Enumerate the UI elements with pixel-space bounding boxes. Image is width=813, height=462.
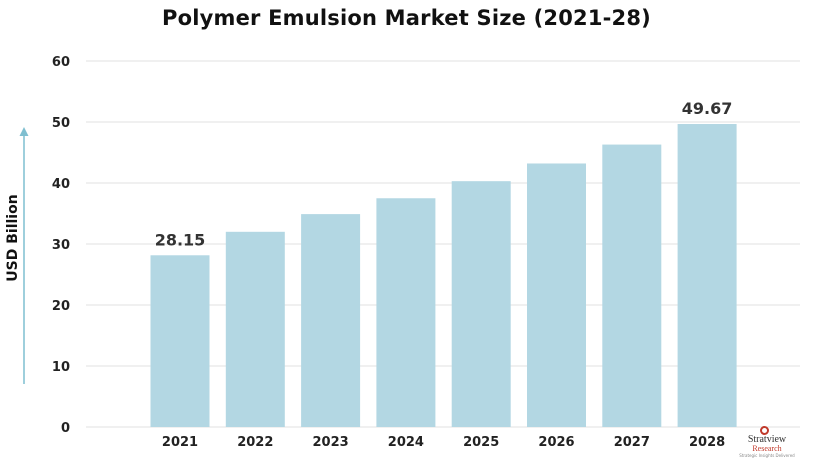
logo-subtitle: Research (752, 444, 782, 453)
x-tick-label: 2024 (388, 435, 424, 450)
chart-title: Polymer Emulsion Market Size (2021-28) (162, 6, 651, 30)
bar-2023 (301, 214, 361, 427)
bar-2024 (376, 198, 436, 427)
bar-2021 (150, 255, 210, 427)
bar-2022 (225, 231, 285, 427)
bar-2028 (677, 124, 737, 427)
y-tick-label: 30 (52, 238, 70, 253)
y-tick-label: 10 (52, 360, 70, 375)
y-axis-label: USD Billion (5, 194, 21, 282)
y-axis-ticks: 0 10 20 30 40 50 60 (52, 55, 70, 436)
bar-2026 (527, 163, 586, 428)
y-tick-label: 50 (52, 116, 70, 131)
y-tick-label: 0 (61, 421, 70, 436)
bar-2025 (451, 181, 511, 427)
x-tick-label: 2025 (463, 435, 499, 450)
x-axis-ticks: 2021 2022 2023 2024 2025 2026 2027 2028 (162, 435, 725, 450)
logo-tagline: Strategic Insights Delivered (739, 453, 795, 458)
stratview-logo: Stratview Research Strategic Insights De… (732, 426, 802, 460)
data-label: 49.67 (682, 99, 733, 118)
x-tick-label: 2026 (538, 435, 574, 450)
y-tick-label: 20 (52, 299, 70, 314)
y-tick-label: 60 (52, 55, 70, 70)
y-arrow-head-icon (19, 127, 29, 136)
data-label: 28.15 (155, 230, 206, 249)
x-tick-label: 2021 (162, 435, 198, 450)
bars (150, 124, 737, 428)
logo-name: Stratview (747, 434, 787, 445)
bar-2027 (602, 144, 662, 427)
x-tick-label: 2022 (237, 435, 273, 450)
x-tick-label: 2028 (689, 435, 725, 450)
x-tick-label: 2023 (313, 435, 349, 450)
x-tick-label: 2027 (614, 435, 650, 450)
y-axis-arrow (19, 127, 29, 384)
logo-target-icon (760, 426, 769, 435)
data-labels: 28.15 49.67 (155, 99, 733, 249)
y-tick-label: 40 (52, 177, 70, 192)
